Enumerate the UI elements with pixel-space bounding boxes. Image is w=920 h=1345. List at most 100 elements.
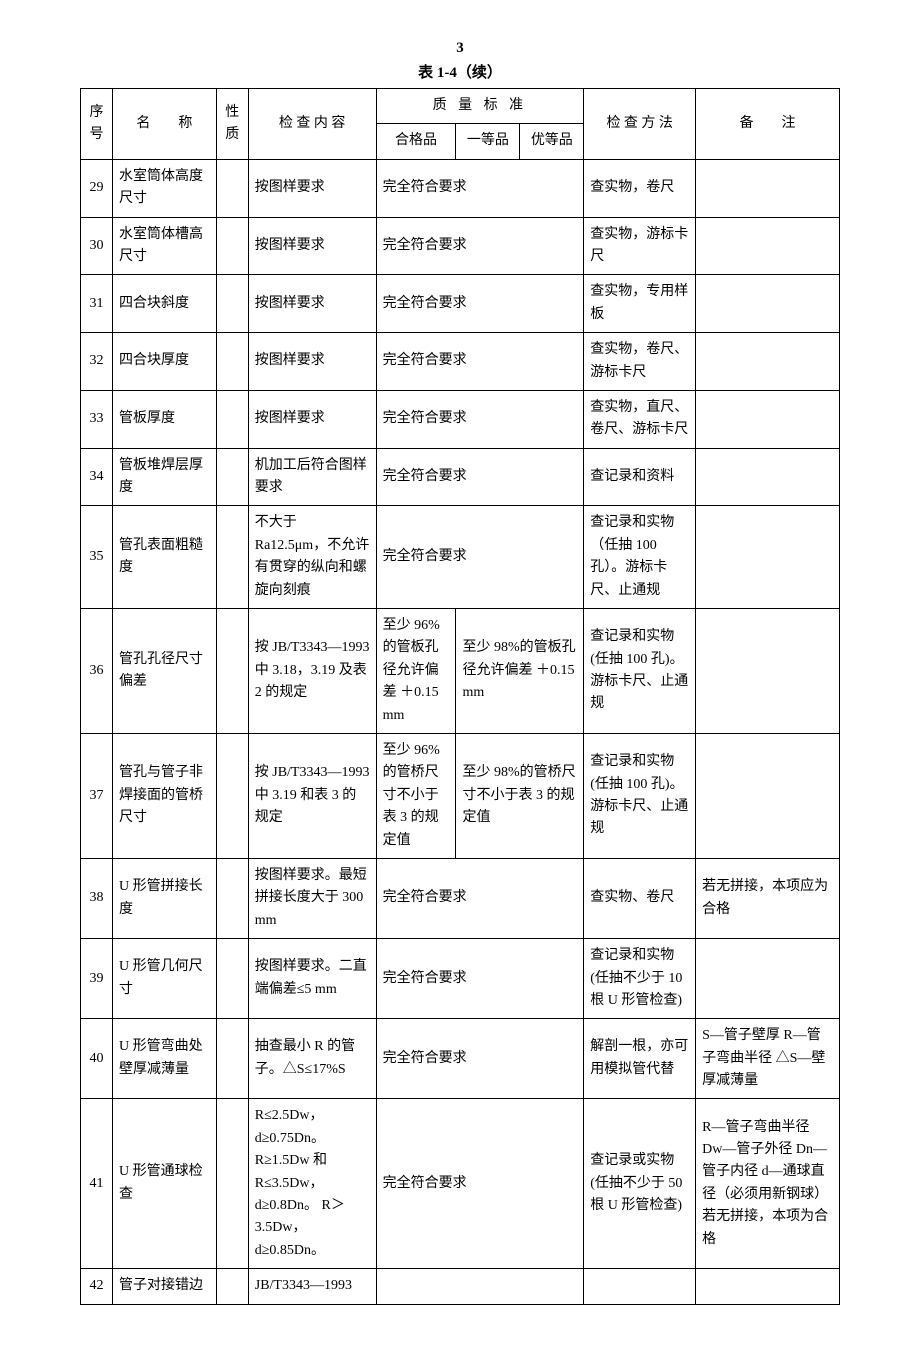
cell-method: 查实物，直尺、卷尺、游标卡尺	[584, 390, 696, 448]
table-row: 34管板堆焊层厚度机加工后符合图样要求完全符合要求查记录和资料	[81, 448, 840, 506]
page-number: 3	[80, 40, 840, 57]
cell-quality-1: 至少 96% 的管板孔径允许偏差 ＋0.15 mm	[376, 609, 456, 734]
cell-name: 管孔表面粗糙度	[112, 506, 216, 609]
table-row: 40U 形管弯曲处壁厚减薄量抽查最小 R 的管子。△S≤17%S完全符合要求解剖…	[81, 1019, 840, 1099]
cell-method: 查记录和实物（任抽 100 孔）。游标卡尺、止通规	[584, 506, 696, 609]
cell-method: 查实物，专用样板	[584, 275, 696, 333]
table-row: 39U 形管几何尺寸按图样要求。二直端偏差≤5 mm完全符合要求查记录和实物 (…	[81, 939, 840, 1019]
cell-name: 管孔与管子非焊接面的管桥尺寸	[112, 733, 216, 858]
cell-method: 查记录或实物 (任抽不少于 50 根 U 形管检查)	[584, 1099, 696, 1269]
cell-method: 查记录和实物 (任抽不少于 10 根 U 形管检查)	[584, 939, 696, 1019]
cell-name: 四合块斜度	[112, 275, 216, 333]
cell-method: 查记录和实物 (任抽 100 孔)。游标卡尺、止通规	[584, 609, 696, 734]
cell-name: U 形管拼接长度	[112, 858, 216, 938]
cell-note	[696, 506, 840, 609]
cell-note	[696, 333, 840, 391]
table-row: 37管孔与管子非焊接面的管桥尺寸按 JB/T3343—1993 中 3.19 和…	[81, 733, 840, 858]
cell-prop	[216, 1099, 248, 1269]
cell-method: 查记录和资料	[584, 448, 696, 506]
cell-quality-merged: 完全符合要求	[376, 217, 584, 275]
cell-seq: 33	[81, 390, 113, 448]
cell-prop	[216, 1019, 248, 1099]
cell-note	[696, 159, 840, 217]
cell-note	[696, 448, 840, 506]
cell-quality-merged	[376, 1269, 584, 1304]
cell-method	[584, 1269, 696, 1304]
table-row: 35管孔表面粗糙度不大于 Ra12.5μm，不允许有贯穿的纵向和螺旋向刻痕完全符…	[81, 506, 840, 609]
cell-seq: 35	[81, 506, 113, 609]
cell-quality-merged: 完全符合要求	[376, 333, 584, 391]
cell-method: 查实物，卷尺、游标卡尺	[584, 333, 696, 391]
cell-prop	[216, 733, 248, 858]
cell-seq: 34	[81, 448, 113, 506]
table-row: 36管孔孔径尺寸偏差按 JB/T3343—1993 中 3.18，3.19 及表…	[81, 609, 840, 734]
cell-quality-merged: 完全符合要求	[376, 448, 584, 506]
cell-seq: 29	[81, 159, 113, 217]
cell-prop	[216, 159, 248, 217]
cell-inspection: 机加工后符合图样要求	[248, 448, 376, 506]
cell-note	[696, 275, 840, 333]
cell-inspection: 按 JB/T3343—1993 中 3.18，3.19 及表 2 的规定	[248, 609, 376, 734]
cell-inspection: 按图样要求。最短拼接长度大于 300 mm	[248, 858, 376, 938]
cell-prop	[216, 333, 248, 391]
cell-quality-merged: 完全符合要求	[376, 939, 584, 1019]
cell-seq: 37	[81, 733, 113, 858]
cell-inspection: 按图样要求	[248, 390, 376, 448]
cell-inspection: 按 JB/T3343—1993 中 3.19 和表 3 的规定	[248, 733, 376, 858]
cell-name: 水室筒体高度尺寸	[112, 159, 216, 217]
cell-inspection: 不大于 Ra12.5μm，不允许有贯穿的纵向和螺旋向刻痕	[248, 506, 376, 609]
cell-inspection: 按图样要求	[248, 159, 376, 217]
cell-prop	[216, 448, 248, 506]
cell-inspection: 按图样要求	[248, 217, 376, 275]
cell-note: 若无拼接，本项应为合格	[696, 858, 840, 938]
header-q1: 合格品	[376, 124, 456, 159]
cell-name: 管子对接错边	[112, 1269, 216, 1304]
table-row: 38U 形管拼接长度按图样要求。最短拼接长度大于 300 mm完全符合要求查实物…	[81, 858, 840, 938]
header-method: 检 查 方 法	[584, 89, 696, 160]
cell-seq: 41	[81, 1099, 113, 1269]
cell-note	[696, 1269, 840, 1304]
cell-quality-merged: 完全符合要求	[376, 390, 584, 448]
cell-seq: 38	[81, 858, 113, 938]
cell-inspection: 按图样要求。二直端偏差≤5 mm	[248, 939, 376, 1019]
cell-quality-1: 至少 96% 的管桥尺寸不小于表 3 的规定值	[376, 733, 456, 858]
table-row: 29水室筒体高度尺寸按图样要求完全符合要求查实物，卷尺	[81, 159, 840, 217]
table-title: 表 1-4（续）	[80, 61, 840, 82]
cell-note	[696, 733, 840, 858]
cell-inspection: 抽查最小 R 的管子。△S≤17%S	[248, 1019, 376, 1099]
cell-prop	[216, 217, 248, 275]
cell-seq: 36	[81, 609, 113, 734]
table-row: 42管子对接错边JB/T3343—1993	[81, 1269, 840, 1304]
cell-quality-merged: 完全符合要求	[376, 159, 584, 217]
header-q3: 优等品	[520, 124, 584, 159]
cell-method: 查实物，游标卡尺	[584, 217, 696, 275]
cell-inspection: 按图样要求	[248, 333, 376, 391]
cell-inspection: R≤2.5Dw， d≥0.75Dn。 R≥1.5Dw 和 R≤3.5Dw， d≥…	[248, 1099, 376, 1269]
cell-seq: 39	[81, 939, 113, 1019]
cell-quality-merged: 完全符合要求	[376, 275, 584, 333]
cell-name: U 形管弯曲处壁厚减薄量	[112, 1019, 216, 1099]
inspection-table: 序号 名 称 性质 检 查 内 容 质 量 标 准 检 查 方 法 备 注 合格…	[80, 88, 840, 1305]
cell-name: 管板堆焊层厚度	[112, 448, 216, 506]
cell-prop	[216, 275, 248, 333]
header-q2: 一等品	[456, 124, 520, 159]
cell-note: S—管子壁厚 R—管子弯曲半径 △S—壁厚减薄量	[696, 1019, 840, 1099]
cell-name: 水室筒体槽高尺寸	[112, 217, 216, 275]
cell-prop	[216, 858, 248, 938]
cell-method: 查记录和实物 (任抽 100 孔)。游标卡尺、止通规	[584, 733, 696, 858]
cell-method: 查实物、卷尺	[584, 858, 696, 938]
cell-name: 管板厚度	[112, 390, 216, 448]
cell-prop	[216, 939, 248, 1019]
table-row: 32四合块厚度按图样要求完全符合要求查实物，卷尺、游标卡尺	[81, 333, 840, 391]
cell-seq: 42	[81, 1269, 113, 1304]
cell-name: 管孔孔径尺寸偏差	[112, 609, 216, 734]
table-row: 41U 形管通球检查R≤2.5Dw， d≥0.75Dn。 R≥1.5Dw 和 R…	[81, 1099, 840, 1269]
cell-prop	[216, 1269, 248, 1304]
cell-note	[696, 939, 840, 1019]
cell-quality-merged: 完全符合要求	[376, 1099, 584, 1269]
cell-quality-merged: 完全符合要求	[376, 858, 584, 938]
cell-quality-merged: 完全符合要求	[376, 506, 584, 609]
cell-prop	[216, 390, 248, 448]
cell-quality-merged: 完全符合要求	[376, 1019, 584, 1099]
cell-note	[696, 609, 840, 734]
